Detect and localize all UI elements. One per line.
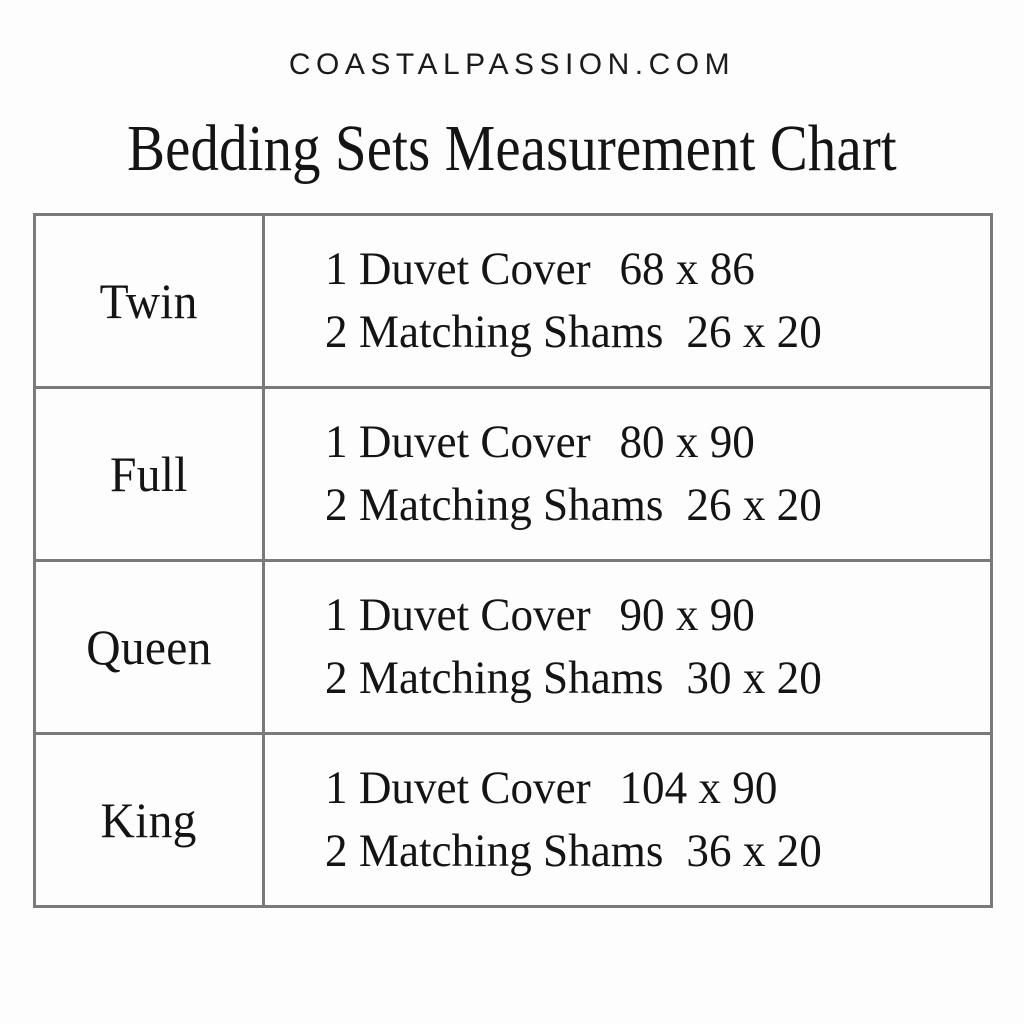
item-description: 1 Duvet Cover bbox=[325, 762, 591, 815]
size-label: Queen bbox=[86, 618, 212, 675]
size-cell-king: King bbox=[33, 732, 265, 908]
list-item: 2 Matching Shams 36 x 20 bbox=[325, 820, 937, 883]
item-description: 1 Duvet Cover bbox=[325, 416, 591, 469]
measurement-table: Twin 1 Duvet Cover 68 x 86 2 Matching Sh… bbox=[33, 213, 993, 908]
item-description: 2 Matching Shams bbox=[325, 306, 664, 358]
items-list: 1 Duvet Cover 90 x 90 2 Matching Shams 3… bbox=[265, 584, 990, 710]
list-item: 1 Duvet Cover 104 x 90 bbox=[325, 757, 937, 820]
item-description: 2 Matching Shams bbox=[325, 652, 664, 704]
item-dimensions: 68 x 86 bbox=[619, 243, 755, 296]
items-list: 1 Duvet Cover 80 x 90 2 Matching Shams 2… bbox=[265, 411, 990, 537]
table-row: Full 1 Duvet Cover 80 x 90 2 Matching Sh… bbox=[33, 386, 993, 562]
item-dimensions: 90 x 90 bbox=[619, 589, 755, 642]
size-label: Twin bbox=[99, 272, 199, 329]
items-list: 1 Duvet Cover 104 x 90 2 Matching Shams … bbox=[265, 757, 990, 883]
item-dimensions: 30 x 20 bbox=[686, 652, 822, 704]
item-dimensions: 36 x 20 bbox=[686, 825, 822, 877]
table-row: Queen 1 Duvet Cover 90 x 90 2 Matching S… bbox=[33, 559, 993, 735]
items-list: 1 Duvet Cover 68 x 86 2 Matching Shams 2… bbox=[265, 238, 990, 364]
list-item: 1 Duvet Cover 68 x 86 bbox=[325, 238, 937, 301]
list-item: 2 Matching Shams 26 x 20 bbox=[325, 301, 937, 364]
contents-cell-twin: 1 Duvet Cover 68 x 86 2 Matching Shams 2… bbox=[262, 213, 993, 389]
list-item: 1 Duvet Cover 90 x 90 bbox=[325, 584, 937, 647]
size-label: King bbox=[100, 791, 198, 848]
size-cell-queen: Queen bbox=[33, 559, 265, 735]
size-label: Full bbox=[110, 445, 188, 502]
item-dimensions: 26 x 20 bbox=[686, 479, 822, 531]
list-item: 1 Duvet Cover 80 x 90 bbox=[325, 411, 937, 474]
contents-cell-queen: 1 Duvet Cover 90 x 90 2 Matching Shams 3… bbox=[262, 559, 993, 735]
site-brand-header: COASTALPASSION.COM bbox=[288, 48, 736, 81]
item-description: 1 Duvet Cover bbox=[325, 589, 591, 642]
item-description: 1 Duvet Cover bbox=[325, 243, 591, 296]
item-dimensions: 104 x 90 bbox=[619, 762, 778, 815]
item-description: 2 Matching Shams bbox=[325, 825, 664, 877]
size-cell-full: Full bbox=[33, 386, 265, 562]
page-title: Bedding Sets Measurement Chart bbox=[127, 112, 897, 185]
contents-cell-full: 1 Duvet Cover 80 x 90 2 Matching Shams 2… bbox=[262, 386, 993, 562]
item-dimensions: 26 x 20 bbox=[686, 306, 822, 358]
list-item: 2 Matching Shams 26 x 20 bbox=[325, 474, 937, 537]
list-item: 2 Matching Shams 30 x 20 bbox=[325, 647, 937, 710]
size-cell-twin: Twin bbox=[33, 213, 265, 389]
table-row: King 1 Duvet Cover 104 x 90 2 Matching S… bbox=[33, 732, 993, 908]
table-row: Twin 1 Duvet Cover 68 x 86 2 Matching Sh… bbox=[33, 213, 993, 389]
item-description: 2 Matching Shams bbox=[325, 479, 664, 531]
contents-cell-king: 1 Duvet Cover 104 x 90 2 Matching Shams … bbox=[262, 732, 993, 908]
item-dimensions: 80 x 90 bbox=[619, 416, 755, 469]
